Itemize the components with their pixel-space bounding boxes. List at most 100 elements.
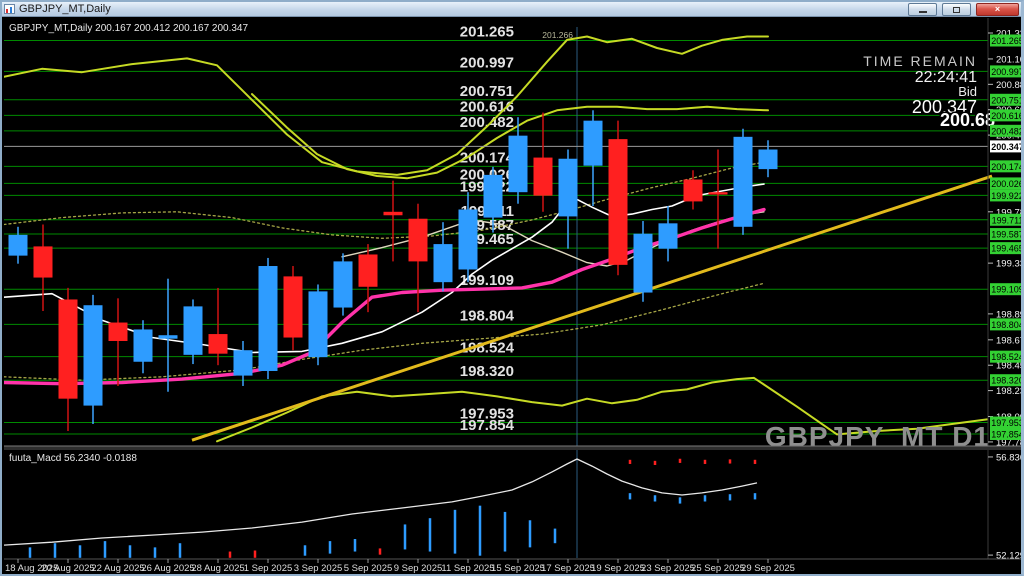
level-price-badge bbox=[990, 109, 1021, 122]
chart-background bbox=[4, 18, 1021, 574]
candle-body bbox=[558, 158, 578, 217]
level-price-badge bbox=[990, 350, 1021, 363]
level-price-badge bbox=[990, 189, 1021, 202]
level-label: 197.953 bbox=[460, 406, 514, 423]
level-badge-label: 200.026 bbox=[991, 179, 1023, 189]
candle-body bbox=[433, 244, 453, 283]
level-price-badge bbox=[990, 34, 1021, 47]
candle-body bbox=[683, 179, 703, 202]
candle-body bbox=[733, 136, 753, 227]
level-badge-label: 197.854 bbox=[991, 429, 1023, 439]
level-label: 199.109 bbox=[460, 272, 514, 289]
date-label: 23 Sep 2025 bbox=[641, 563, 695, 574]
level-badge-label: 199.711 bbox=[992, 215, 1023, 225]
candle-body bbox=[158, 335, 178, 339]
level-price-badge bbox=[990, 416, 1021, 429]
level-badge-label: 198.524 bbox=[991, 352, 1023, 362]
level-price-badge bbox=[990, 242, 1021, 255]
axis-tick-label: 197.785 bbox=[996, 437, 1023, 448]
candle-body bbox=[758, 149, 778, 170]
current-price-label: 200.347 bbox=[991, 142, 1023, 152]
level-price-badge bbox=[990, 124, 1021, 137]
level-price-badge bbox=[990, 93, 1021, 106]
candle-body bbox=[658, 223, 678, 249]
date-label: 25 Sep 2025 bbox=[691, 563, 745, 574]
level-price-badge bbox=[990, 213, 1021, 226]
axis-tick-label: 198.230 bbox=[996, 386, 1023, 397]
olive-dotted-ma-upper bbox=[4, 161, 765, 239]
minimize-icon bbox=[918, 11, 927, 14]
candle-body bbox=[358, 254, 378, 287]
big-price-value: 200.68 bbox=[940, 110, 995, 130]
candle-body bbox=[483, 174, 503, 218]
level-label: 197.854 bbox=[460, 417, 515, 434]
date-label: 18 Aug 2025 bbox=[5, 563, 58, 574]
minimize-button[interactable] bbox=[908, 2, 937, 16]
date-label: 11 Sep 2025 bbox=[441, 563, 494, 574]
candle-body bbox=[308, 291, 328, 358]
axis-tick-label: 200.885 bbox=[996, 80, 1023, 91]
date-label: 26 Aug 2025 bbox=[141, 563, 194, 574]
axis-tick-label: 199.335 bbox=[996, 259, 1023, 270]
level-label: 201.265 bbox=[460, 23, 514, 40]
window-titlebar: GBPJPY_MT,Daily × bbox=[2, 2, 1021, 17]
upper-band-outer bbox=[4, 35, 769, 176]
date-label: 1 Sep 2025 bbox=[244, 563, 293, 574]
level-price-badge bbox=[990, 427, 1021, 440]
candle-body bbox=[33, 246, 53, 278]
gold-trendline bbox=[191, 174, 993, 442]
level-price-badge bbox=[990, 318, 1021, 331]
chart-surface[interactable]: 201.265200.997200.751200.616200.482200.1… bbox=[4, 18, 1023, 576]
maximize-button[interactable] bbox=[942, 2, 971, 16]
date-label: 3 Sep 2025 bbox=[294, 563, 343, 574]
ohlc-header: GBPJPY_MT,Daily 200.167 200.412 200.167 … bbox=[9, 23, 248, 34]
date-label: 20 Aug 2025 bbox=[41, 563, 94, 574]
date-label: 22 Aug 2025 bbox=[91, 563, 144, 574]
candle-body bbox=[458, 209, 478, 270]
candle-body bbox=[708, 192, 728, 195]
candle-body bbox=[58, 299, 78, 399]
candle-body bbox=[333, 261, 353, 308]
level-badge-label: 200.174 bbox=[991, 162, 1023, 172]
time-remain-label: TIME REMAIN bbox=[863, 53, 977, 69]
candle-body bbox=[183, 306, 203, 355]
level-badge-label: 199.587 bbox=[991, 230, 1023, 240]
axis-tick-label: 199.780 bbox=[996, 207, 1023, 218]
level-price-badge bbox=[990, 374, 1021, 387]
close-icon: × bbox=[994, 3, 1001, 14]
date-label: 15 Sep 2025 bbox=[491, 563, 545, 574]
level-label: 200.997 bbox=[460, 54, 514, 71]
olive-dotted-ma-lower bbox=[4, 282, 765, 381]
axis-tick-label: 198.450 bbox=[996, 361, 1023, 372]
macd-axis-label: 56.8369 bbox=[996, 452, 1023, 463]
level-badge-label: 197.953 bbox=[991, 418, 1023, 428]
candle-body bbox=[608, 139, 628, 265]
bid-label: Bid bbox=[958, 84, 977, 99]
line-price-tag: 201.266 bbox=[542, 30, 573, 40]
level-badge-label: 199.109 bbox=[991, 285, 1023, 295]
close-button[interactable]: × bbox=[976, 2, 1019, 16]
time-remain-value: 22:24:41 bbox=[915, 69, 977, 86]
macd-header: fuuta_Macd 56.2340 -0.0188 bbox=[9, 453, 137, 464]
bid-value: 200.347 bbox=[912, 97, 977, 117]
window-title: GBPJPY_MT,Daily bbox=[19, 3, 111, 15]
level-badge-label: 201.265 bbox=[991, 36, 1023, 46]
candle-body bbox=[583, 120, 603, 166]
macd-axis-label: 52.1298 bbox=[996, 551, 1023, 562]
level-badge-label: 199.922 bbox=[991, 191, 1023, 201]
candle-body bbox=[83, 305, 103, 406]
candle-body bbox=[108, 322, 128, 341]
maximize-icon bbox=[953, 7, 960, 14]
upper-band-inner bbox=[251, 93, 769, 180]
candle-body bbox=[233, 350, 253, 376]
level-label: 198.804 bbox=[460, 307, 515, 324]
lower-band bbox=[216, 376, 988, 443]
level-badge-label: 198.320 bbox=[991, 376, 1023, 386]
panel-separator[interactable] bbox=[4, 446, 1023, 450]
axis-tick-label: 198.670 bbox=[996, 335, 1023, 346]
level-badge-label: 198.804 bbox=[991, 320, 1023, 330]
candle-body bbox=[633, 233, 653, 293]
candle-body bbox=[208, 334, 228, 354]
level-price-badge bbox=[990, 283, 1021, 296]
